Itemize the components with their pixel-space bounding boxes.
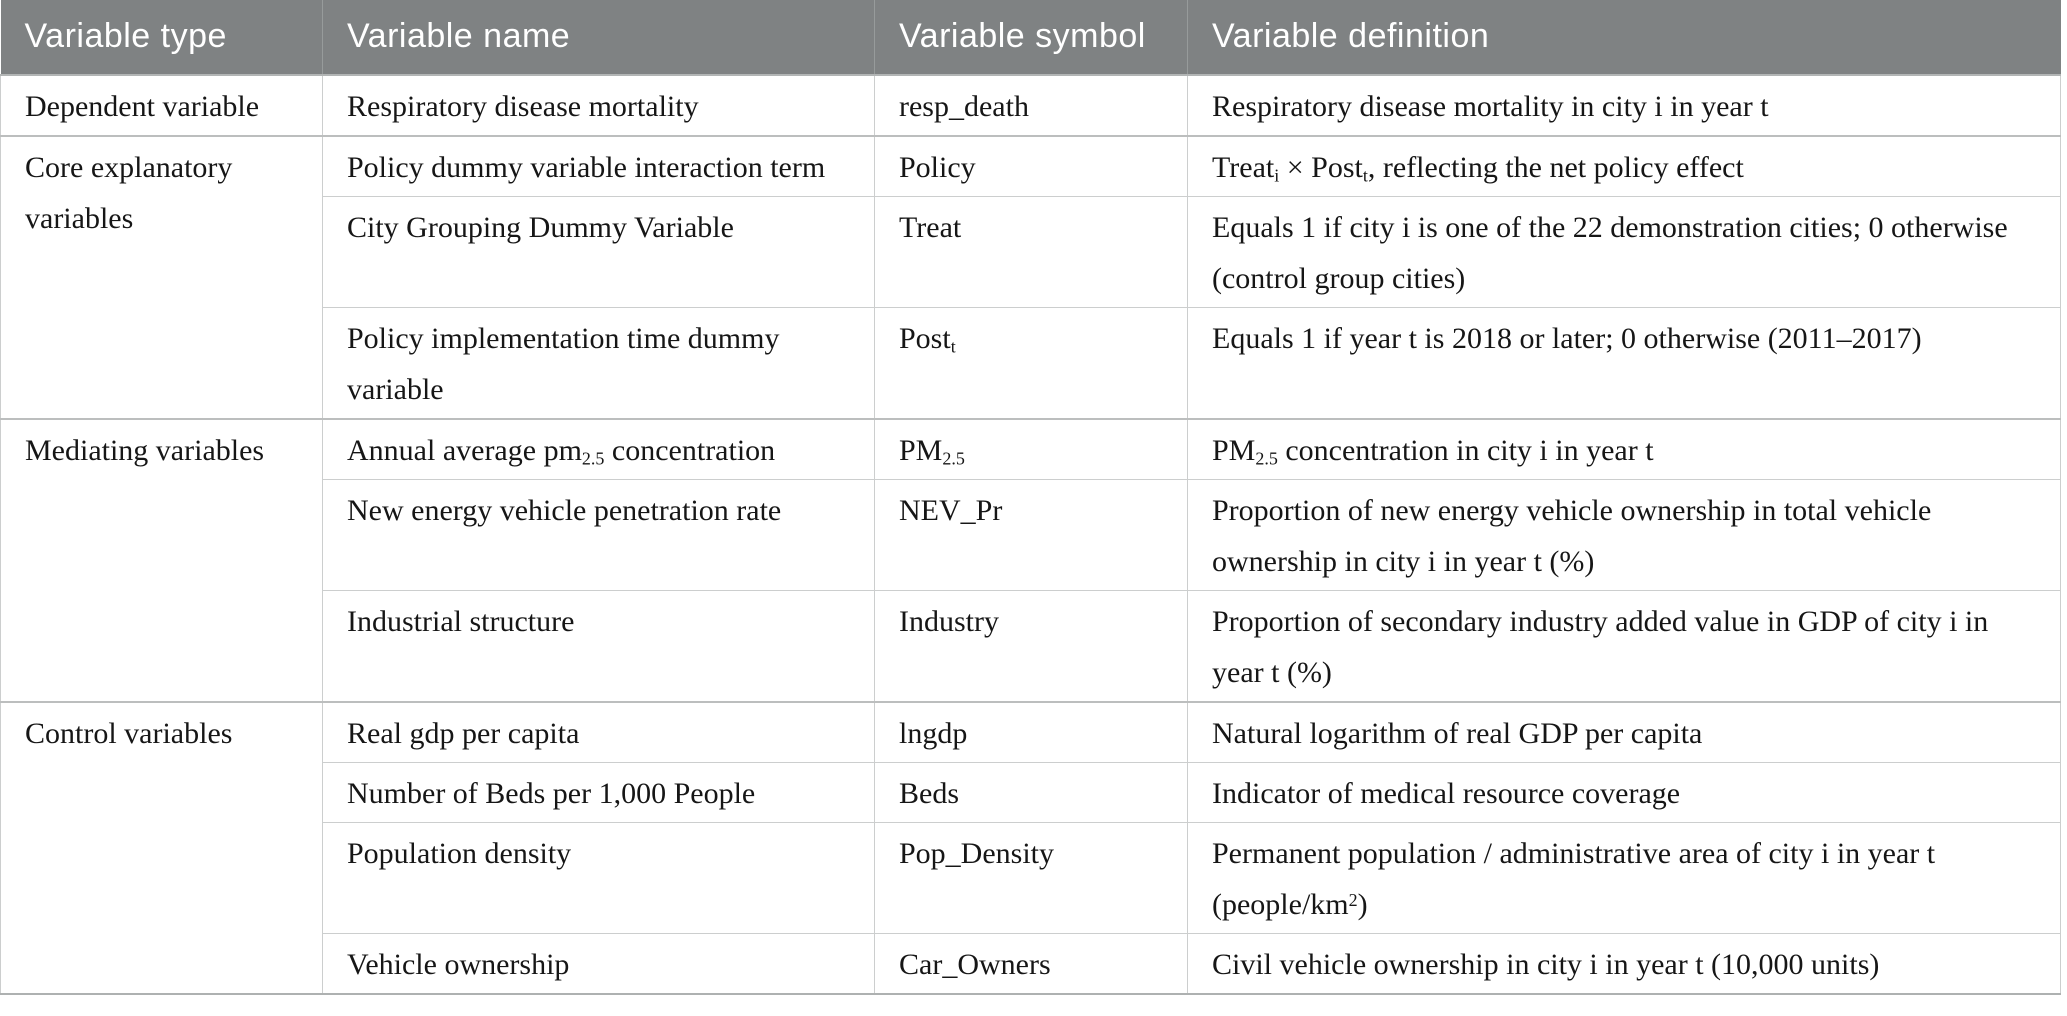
table-row: Number of Beds per 1,000 People Beds Indic… — [1, 762, 2061, 823]
cell-variable-symbol: Postt — [874, 307, 1188, 420]
cell-variable-symbol: Treat — [874, 196, 1188, 308]
cell-variable-type: Mediating variables — [0, 418, 323, 703]
table-header: Variable type Variable name Variable sym… — [0, 0, 2061, 76]
cell-variable-name: Annual average pm2.5 concentration — [322, 418, 875, 480]
cell-variable-type: Dependent variable — [0, 74, 323, 137]
column-header-variable-definition: Variable definition — [1187, 0, 2061, 76]
table-row: Core explanatory variables Policy dummy v… — [0, 135, 2061, 420]
cell-variable-name: Policy implementation time dummy variabl… — [322, 307, 875, 420]
cell-variable-type: Control variables — [0, 701, 323, 995]
cell-variable-definition: Permanent population / administrative ar… — [1187, 822, 2061, 934]
table-row: Control variables Real gdp per capita lngd… — [0, 701, 2061, 995]
cell-variable-symbol: Pop_Density — [874, 822, 1188, 934]
cell-variable-name: New energy vehicle penetration rate — [322, 479, 875, 591]
column-header-variable-symbol: Variable symbol — [874, 0, 1188, 76]
cell-variable-symbol: NEV_Pr — [874, 479, 1188, 591]
cell-variable-definition: Equals 1 if year t is 2018 or later; 0 o… — [1187, 307, 2061, 420]
cell-variable-name: Vehicle ownership — [322, 933, 875, 995]
cell-variable-symbol: Car_Owners — [874, 933, 1188, 995]
cell-variable-name: Number of Beds per 1,000 People — [322, 762, 875, 823]
variables-table-container: Variable type Variable name Variable sym… — [0, 0, 2061, 995]
cell-variable-name: Real gdp per capita — [322, 701, 875, 763]
cell-variable-definition: Respiratory disease mortality in city i … — [1187, 74, 2061, 137]
table-row: Dependent variable Respiratory disease mo… — [0, 74, 2061, 137]
table-row: Industrial structure Industry Proportion o… — [1, 590, 2061, 703]
cell-variable-definition: Proportion of new energy vehicle ownersh… — [1187, 479, 2061, 591]
cell-variable-name: Respiratory disease mortality — [322, 74, 875, 137]
table-row: Population density Pop_Density Permanent p… — [1, 822, 2061, 934]
table-row: Mediating variables Annual average pm2.5 … — [0, 418, 2061, 703]
cell-variable-name: Policy dummy variable interaction term — [322, 135, 875, 197]
table-row: City Grouping Dummy Variable Treat Equals … — [1, 196, 2061, 308]
cell-variable-definition: PM2.5 concentration in city i in year t — [1187, 418, 2061, 480]
cell-variable-type: Core explanatory variables — [0, 135, 323, 420]
table-body: Dependent variable Respiratory disease mo… — [0, 74, 2061, 995]
table-row: New energy vehicle penetration rate NEV_P… — [1, 479, 2061, 591]
header-row: Variable type Variable name Variable sym… — [0, 0, 2061, 76]
cell-variable-symbol: Beds — [874, 762, 1188, 823]
cell-variable-symbol: resp_death — [874, 74, 1188, 137]
cell-variable-symbol: lngdp — [874, 701, 1188, 763]
column-header-variable-name: Variable name — [322, 0, 875, 76]
cell-variable-symbol: PM2.5 — [874, 418, 1188, 480]
cell-variable-symbol: Industry — [874, 590, 1188, 703]
cell-variable-definition: Natural logarithm of real GDP per capita — [1187, 701, 2061, 763]
cell-variable-definition: Treati × Postt, reflecting the net polic… — [1187, 135, 2061, 197]
cell-variable-definition: Civil vehicle ownership in city i in yea… — [1187, 933, 2061, 995]
cell-variable-name: Industrial structure — [322, 590, 875, 703]
cell-variable-name: Population density — [322, 822, 875, 934]
table-row: Policy implementation time dummy variabl… — [1, 307, 2061, 420]
table-row: Vehicle ownership Car_Owners Civil vehicle… — [1, 933, 2061, 995]
variables-table: Variable type Variable name Variable sym… — [0, 0, 2061, 995]
cell-variable-definition: Indicator of medical resource coverage — [1187, 762, 2061, 823]
cell-variable-definition: Proportion of secondary industry added v… — [1187, 590, 2061, 703]
cell-variable-definition: Equals 1 if city i is one of the 22 demo… — [1187, 196, 2061, 308]
cell-variable-symbol: Policy — [874, 135, 1188, 197]
cell-variable-name: City Grouping Dummy Variable — [322, 196, 875, 308]
column-header-variable-type: Variable type — [0, 0, 323, 76]
